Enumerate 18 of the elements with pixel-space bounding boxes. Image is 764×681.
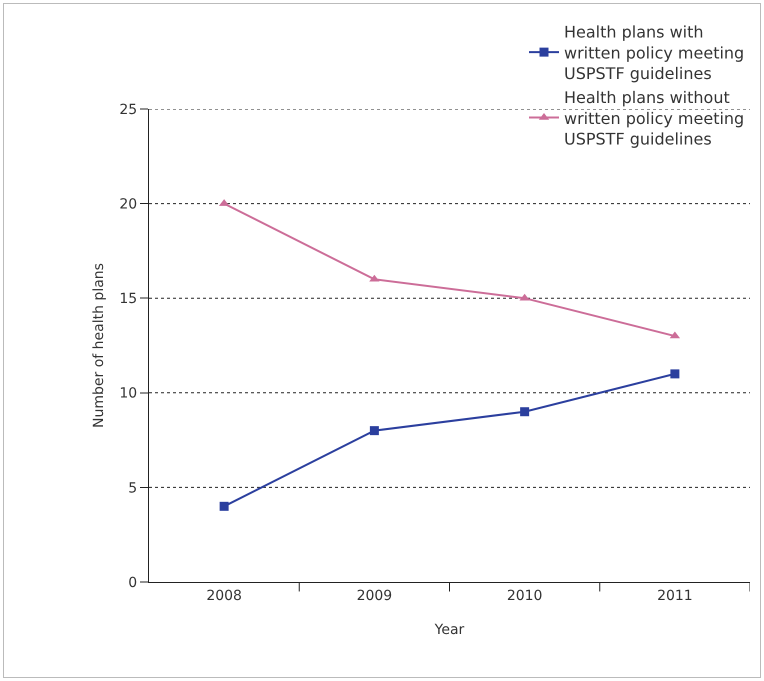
y-axis-title: Number of health plans — [90, 263, 107, 428]
legend-label: Health plans with written policy meeting USPSTF guidelines — [564, 22, 744, 84]
x-tick-label: 2010 — [506, 588, 542, 604]
x-axis-title: Year — [434, 622, 465, 638]
point — [370, 426, 379, 436]
point — [220, 502, 229, 511]
point — [520, 407, 530, 416]
y-tick-label: 0 — [128, 574, 138, 591]
y-tick-label: 20 — [119, 196, 138, 212]
y-tick-label: 10 — [119, 386, 138, 402]
y-tick-label: 15 — [119, 291, 138, 308]
point — [670, 369, 680, 378]
legend-label: Health plans without written policy meeting USPSTF guidelines — [564, 88, 744, 149]
x-tick-label: 2011 — [657, 588, 693, 604]
x-tick-label: 2009 — [356, 588, 392, 604]
y-tick-label: 25 — [119, 102, 138, 118]
x-tick-label: 2008 — [206, 588, 242, 604]
y-tick-label: 5 — [128, 480, 138, 496]
